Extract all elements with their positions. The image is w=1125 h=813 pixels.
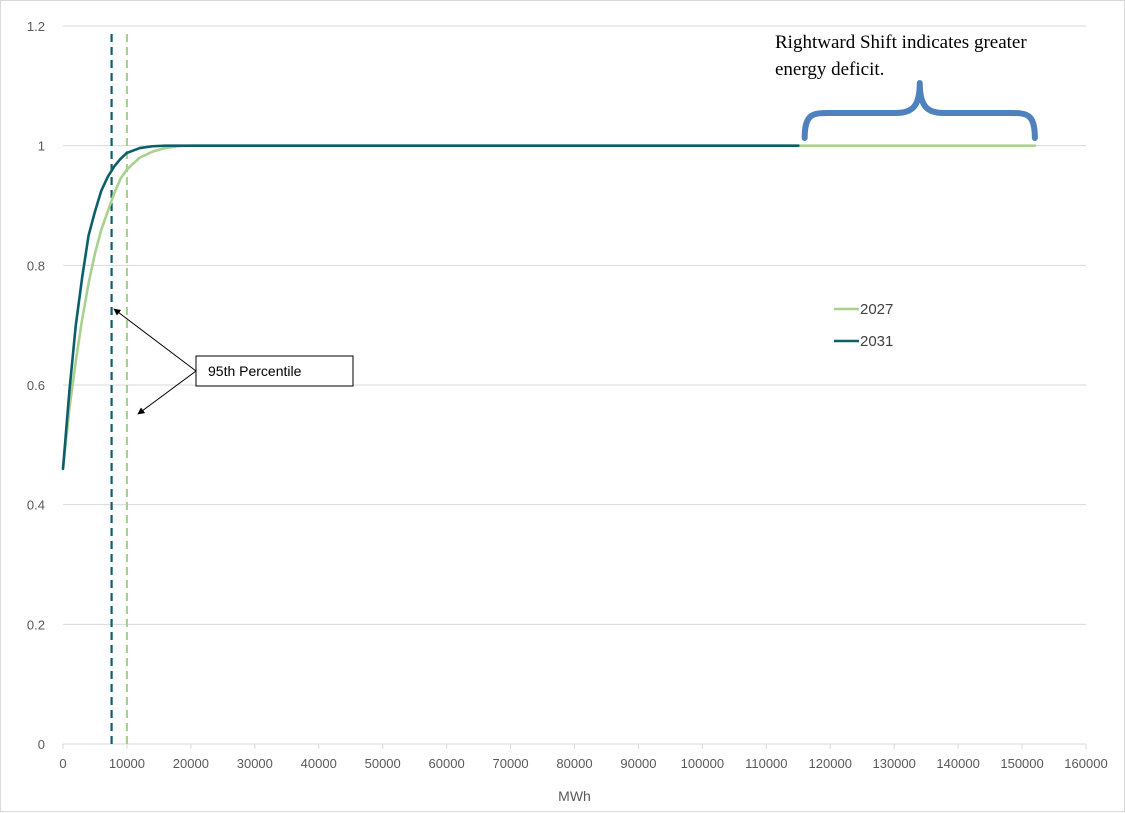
y-tick-label: 0.8 (27, 258, 45, 273)
x-tick-label: 50000 (365, 756, 401, 771)
x-tick-label: 130000 (872, 756, 915, 771)
series-line-2027 (61, 144, 1037, 471)
shift-brace (801, 80, 1038, 141)
x-tick-label: 160000 (1064, 756, 1107, 771)
x-tick-label: 140000 (936, 756, 979, 771)
x-tick-label: 20000 (173, 756, 209, 771)
x-tick-label: 40000 (301, 756, 337, 771)
y-tick-label: 0.2 (27, 617, 45, 632)
legend: 2027 2031 (834, 301, 893, 350)
callout-arrow-2027 (137, 370, 197, 415)
shift-note-line-1: Rightward Shift indicates greater (775, 32, 1027, 53)
x-tick-label: 150000 (1000, 756, 1043, 771)
y-tick-label: 0.6 (27, 378, 45, 393)
y-tick-label: 0.4 (27, 498, 45, 513)
x-tick-label: 70000 (492, 756, 528, 771)
callout-arrow-2031 (113, 308, 197, 372)
legend-label-2031: 2031 (860, 333, 893, 350)
legend-label-2027: 2027 (860, 301, 893, 318)
x-axis-title: MWh (558, 788, 591, 804)
y-tick-label: 1 (38, 139, 45, 154)
series-line-2031 (61, 144, 800, 471)
x-tick-label: 30000 (237, 756, 273, 771)
shift-note-line-2: energy deficit. (775, 59, 884, 80)
y-tick-label: 1.2 (27, 19, 45, 34)
x-tick-label: 60000 (429, 756, 465, 771)
x-tick-label: 80000 (556, 756, 592, 771)
x-tick-label: 10000 (109, 756, 145, 771)
x-tick-label: 100000 (681, 756, 724, 771)
percentile-callout-box (195, 355, 354, 387)
series-lines (61, 144, 1037, 471)
percentile-callout-label: 95th Percentile (208, 363, 302, 379)
annotations: Rightward Shift indicates greater energy… (113, 32, 1038, 415)
x-tick-label: 90000 (620, 756, 656, 771)
percentile-reference-lines (110, 34, 129, 744)
x-tick-label: 120000 (809, 756, 852, 771)
gridlines (63, 25, 1086, 625)
y-tick-label: 0 (38, 737, 45, 752)
x-tick-label: 0 (59, 756, 66, 771)
axes: 0 0.2 0.4 0.6 0.8 1 1.2 0 10000 20000 30000 40000 50… (27, 19, 1108, 804)
x-tick-label: 110000 (745, 756, 787, 771)
